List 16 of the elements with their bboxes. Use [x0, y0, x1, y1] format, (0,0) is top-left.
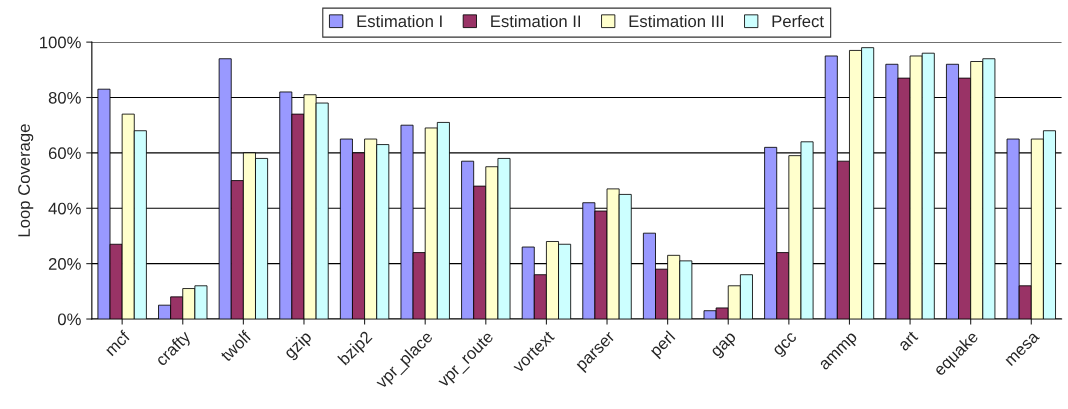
x-tick-label: gzip: [282, 329, 315, 362]
legend-label: Perfect: [772, 14, 824, 28]
y-tick-label: 100%: [40, 36, 81, 49]
y-tick-label: 60%: [48, 147, 81, 160]
legend-label: Estimation II: [491, 14, 581, 28]
y-tick-label: 0%: [57, 313, 81, 326]
y-tick-label: 20%: [48, 258, 81, 270]
x-tick-label: mcf: [103, 329, 131, 357]
x-tick-label: gcc: [773, 331, 800, 359]
legend-label: Estimation III: [629, 14, 723, 28]
legend-label: Estimation I: [357, 14, 442, 28]
y-tick-label: 40%: [48, 202, 81, 215]
x-tick-label: gap: [711, 332, 739, 360]
y-axis-title: Loop Coverage: [18, 124, 34, 237]
y-tick-label: 80%: [48, 91, 81, 104]
x-tick-label: art: [897, 330, 919, 352]
